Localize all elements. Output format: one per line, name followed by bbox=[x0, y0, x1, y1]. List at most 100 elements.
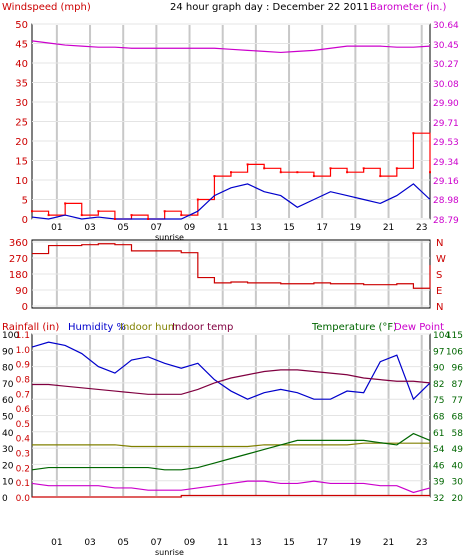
humidity-y-tick: 60 bbox=[2, 396, 14, 406]
rain-y-tick: 0.9 bbox=[16, 361, 31, 371]
temp-y-tick: 82 bbox=[433, 380, 444, 390]
gust-point bbox=[147, 218, 150, 220]
humidity-y-tick: 90 bbox=[2, 347, 14, 357]
gust-point bbox=[296, 171, 299, 174]
baro-y-tick: 29.90 bbox=[433, 99, 459, 109]
gust-point bbox=[97, 210, 100, 213]
baro-y-tick: 29.34 bbox=[433, 158, 459, 168]
baro-y-tick: 30.27 bbox=[433, 60, 459, 70]
rain-y-tick: 0.6 bbox=[16, 405, 31, 415]
gust-point bbox=[64, 202, 67, 205]
dewpoint-line bbox=[31, 480, 431, 494]
x-tick-label-bottom: 21 bbox=[383, 538, 394, 548]
temp-y-tick: 39 bbox=[433, 478, 445, 488]
gust-point bbox=[163, 210, 166, 213]
gust-point bbox=[329, 167, 332, 170]
indoor-y-tick: 68 bbox=[452, 413, 464, 423]
wind-y-tick: 45 bbox=[15, 40, 28, 51]
x-tick-label-top: 11 bbox=[217, 223, 228, 233]
dewpoint-label: Dew Point bbox=[394, 322, 444, 333]
wind-y-tick: 50 bbox=[15, 20, 28, 31]
humidity-line bbox=[31, 341, 431, 401]
indoor-y-tick: 20 bbox=[452, 494, 464, 504]
temp-y-tick: 104 bbox=[433, 331, 450, 341]
x-tick-label-bottom: 15 bbox=[283, 538, 294, 548]
wind-y-tick: 40 bbox=[15, 59, 28, 70]
x-tick-label-top: 19 bbox=[350, 223, 362, 233]
gust-point bbox=[429, 171, 431, 174]
gust-point bbox=[130, 214, 133, 217]
x-tick-label-top: 07 bbox=[151, 223, 162, 233]
compass-label: S bbox=[436, 270, 442, 281]
indoor-y-tick: 115 bbox=[446, 331, 463, 341]
indoor-y-tick: 106 bbox=[446, 347, 463, 357]
sunrise-label-top: sunrise bbox=[155, 233, 184, 242]
indoor-y-tick: 49 bbox=[452, 445, 464, 455]
rain-y-tick: 0.7 bbox=[16, 390, 30, 400]
wind-y-tick: 5 bbox=[22, 196, 28, 207]
baro-y-tick: 28.98 bbox=[433, 196, 459, 206]
indoor-y-tick: 30 bbox=[452, 478, 464, 488]
x-tick-label-bottom: 13 bbox=[250, 538, 261, 548]
temp-y-tick: 97 bbox=[433, 347, 444, 357]
rain-y-tick: 0.2 bbox=[16, 464, 30, 474]
gust-point bbox=[31, 210, 33, 213]
humidity-label: Humidity % bbox=[68, 322, 126, 333]
x-tick-label-top: 15 bbox=[283, 223, 294, 233]
indoor-y-tick: 40 bbox=[452, 461, 464, 471]
x-tick-label-top: 13 bbox=[250, 223, 261, 233]
windspeed-label: Windspeed (mph) bbox=[2, 2, 91, 13]
gust-point bbox=[395, 167, 398, 170]
gust-point bbox=[379, 175, 382, 178]
barometer-label: Barometer (in.) bbox=[370, 2, 446, 13]
gust-point bbox=[230, 171, 232, 174]
indoor-y-tick: 87 bbox=[452, 380, 463, 390]
direction-y-tick: 180 bbox=[9, 270, 28, 281]
x-tick-label-bottom: 19 bbox=[350, 538, 362, 548]
x-tick-label-bottom: 07 bbox=[151, 538, 162, 548]
direction-line bbox=[32, 243, 431, 289]
gridlines bbox=[32, 23, 430, 498]
x-tick-label-bottom: 23 bbox=[416, 538, 427, 548]
rainfall-line bbox=[32, 494, 430, 498]
temperature-label: Temperature (°F) bbox=[311, 322, 397, 333]
humidity-y-tick: 50 bbox=[2, 413, 14, 423]
temp-y-tick: 75 bbox=[433, 396, 444, 406]
gust-point bbox=[362, 167, 365, 170]
x-tick-label-bottom: 03 bbox=[84, 538, 95, 548]
temp-y-tick: 68 bbox=[433, 413, 445, 423]
gust-point bbox=[180, 214, 183, 217]
x-tick-label-bottom: 05 bbox=[117, 538, 128, 548]
barometer-line bbox=[31, 40, 431, 54]
rain-y-tick: 0.0 bbox=[16, 494, 31, 504]
rain-y-tick: 0.3 bbox=[16, 450, 30, 460]
gust-point bbox=[312, 175, 315, 178]
tick-labels: 0101030305050707090911111313151517171919… bbox=[2, 20, 463, 548]
humidity-y-tick: 100 bbox=[2, 331, 19, 341]
wind-y-tick: 20 bbox=[15, 137, 28, 148]
x-tick-label-bottom: 01 bbox=[51, 538, 62, 548]
baro-y-tick: 30.45 bbox=[433, 41, 459, 51]
gust-point bbox=[196, 198, 199, 201]
x-tick-label-top: 09 bbox=[184, 223, 196, 233]
indoor-y-tick: 96 bbox=[452, 364, 464, 374]
gust-point bbox=[412, 132, 415, 135]
wind-y-tick: 15 bbox=[15, 157, 28, 168]
humidity-y-tick: 40 bbox=[2, 429, 14, 439]
humidity-y-tick: 70 bbox=[2, 380, 14, 390]
wind-y-tick: 30 bbox=[15, 98, 28, 109]
avg-wind-line bbox=[31, 183, 431, 220]
gust-point bbox=[113, 218, 116, 220]
compass-label: N bbox=[436, 302, 443, 313]
rain-y-tick: 0.4 bbox=[16, 435, 31, 445]
baro-y-tick: 30.08 bbox=[433, 80, 459, 90]
rain-y-tick: 0.5 bbox=[16, 420, 30, 430]
x-tick-label-top: 03 bbox=[84, 223, 95, 233]
direction-y-tick: 90 bbox=[15, 286, 28, 297]
x-tick-label-top: 05 bbox=[117, 223, 128, 233]
rain-y-tick: 1.1 bbox=[16, 331, 30, 341]
gust-point bbox=[279, 171, 282, 174]
rain-y-tick: 1.0 bbox=[16, 346, 31, 356]
baro-y-tick: 28.79 bbox=[433, 216, 459, 226]
